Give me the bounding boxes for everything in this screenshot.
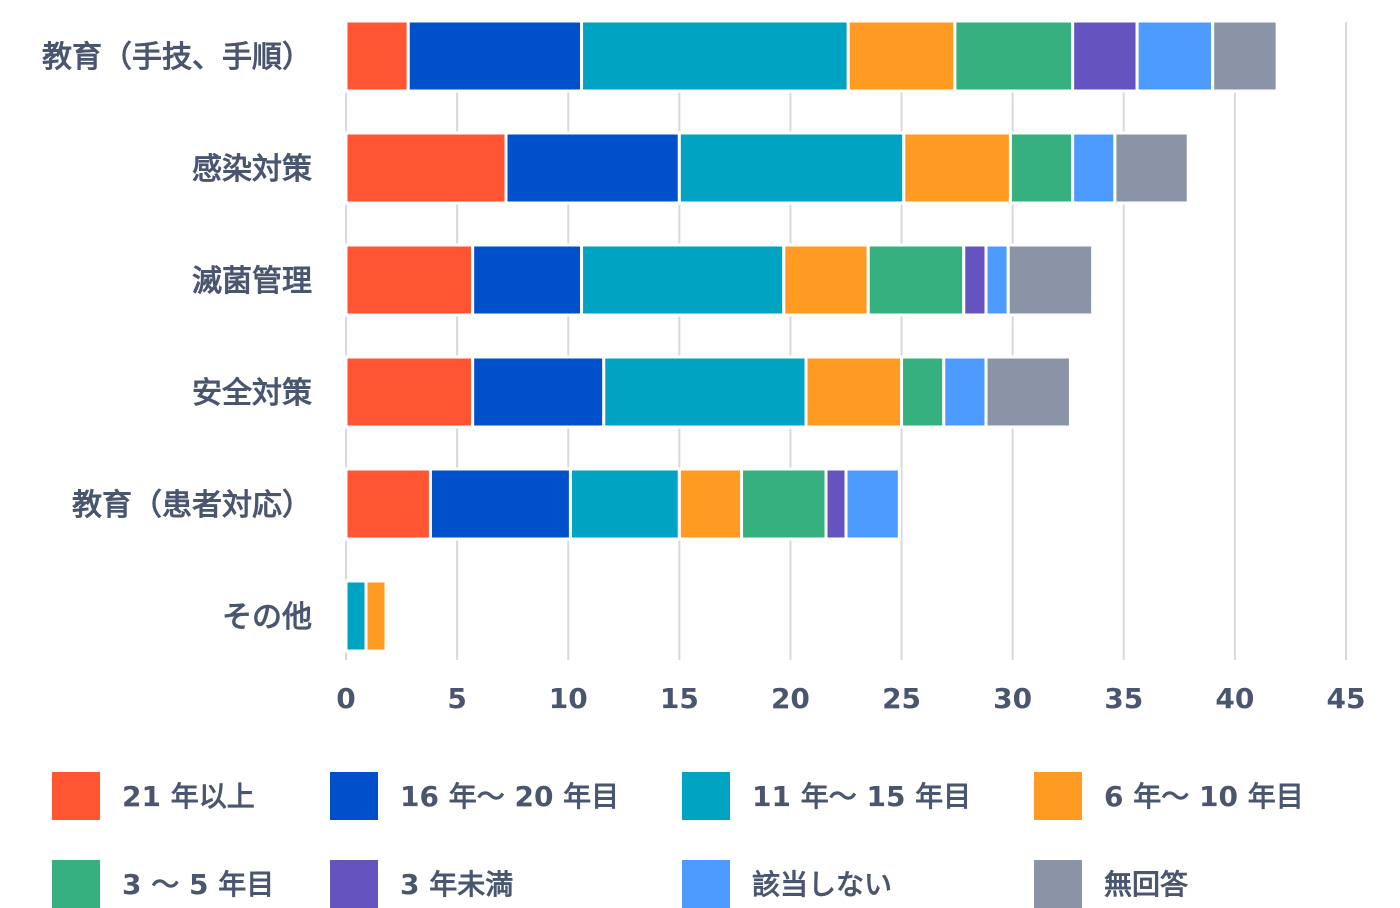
x-tick-label: 20 — [771, 682, 810, 715]
legend-label: 21 年以上 — [122, 780, 255, 813]
legend-label: 11 年～ 15 年目 — [752, 780, 971, 813]
bar-segment — [677, 467, 744, 541]
x-tick-label: 45 — [1327, 682, 1366, 715]
x-tick-label: 35 — [1104, 682, 1143, 715]
bar-segment — [846, 19, 957, 93]
bar-segment — [1113, 131, 1190, 205]
bar-segment — [902, 131, 1012, 205]
category-label: 感染対策 — [192, 152, 312, 187]
bar-segment — [344, 579, 368, 653]
legend-label: 無回答 — [1104, 868, 1189, 901]
bar-segment — [1135, 19, 1215, 93]
bar-segment — [953, 19, 1075, 93]
bar-segment — [344, 131, 508, 205]
bar-segment — [568, 467, 681, 541]
x-tick-label: 10 — [549, 682, 588, 715]
legend-label: 16 年～ 20 年目 — [400, 780, 619, 813]
bar-segment — [866, 243, 966, 317]
bar-segment — [344, 467, 432, 541]
bar-segment — [602, 355, 808, 429]
bar-segment — [740, 467, 828, 541]
legend-label: 3 ～ 5 年目 — [122, 868, 274, 901]
x-axis-ticks: 0 5 10 15 20 25 30 35 40 45 — [336, 682, 1365, 715]
bar-segment — [677, 131, 906, 205]
bar-segment — [1006, 243, 1095, 317]
bars — [344, 19, 1279, 653]
bar-segment — [344, 355, 475, 429]
category-label: 滅菌管理 — [192, 264, 312, 299]
x-tick-label: 5 — [447, 682, 466, 715]
bar-segment — [962, 243, 988, 317]
x-tick-label: 15 — [660, 682, 699, 715]
category-label: 安全対策 — [192, 376, 312, 411]
category-label: 教育（患者対応） — [72, 488, 312, 523]
legend-label: 3 年未満 — [400, 868, 513, 901]
bar-segment — [984, 243, 1010, 317]
legend-swatch — [330, 860, 378, 908]
legend-swatch — [682, 772, 730, 820]
legend: 21 年以上 16 年～ 20 年目 11 年～ 15 年目 6 年～ 10 年目 3 … — [52, 772, 1304, 908]
bar-segment — [1071, 131, 1117, 205]
legend-swatch — [1034, 772, 1082, 820]
bar-segment — [471, 355, 606, 429]
bar-segment — [364, 579, 388, 653]
bar-segment — [504, 131, 681, 205]
bar-segment — [580, 243, 786, 317]
bar-segment — [580, 19, 850, 93]
bar-segment — [844, 467, 901, 541]
bar-segment — [1071, 19, 1139, 93]
category-label: その他 — [222, 600, 312, 635]
x-tick-label: 0 — [336, 682, 355, 715]
x-tick-label: 30 — [993, 682, 1032, 715]
legend-swatch — [52, 860, 100, 908]
bar-segment — [471, 243, 584, 317]
x-tick-label: 40 — [1215, 682, 1254, 715]
legend-swatch — [1034, 860, 1082, 908]
x-tick-label: 25 — [882, 682, 921, 715]
bar-segment — [782, 243, 870, 317]
bar-segment — [1211, 19, 1279, 93]
bar-segment — [1008, 131, 1075, 205]
legend-swatch — [330, 772, 378, 820]
legend-label: 6 年～ 10 年目 — [1104, 780, 1304, 813]
grid-lines — [345, 22, 1347, 660]
legend-label: 該当しない — [752, 868, 892, 901]
bar-segment — [824, 467, 848, 541]
bar-segment — [900, 355, 946, 429]
bar-segment — [428, 467, 572, 541]
bar-segment — [942, 355, 988, 429]
bar-segment — [984, 355, 1072, 429]
bar-segment — [406, 19, 584, 93]
category-label: 教育（手技、手順） — [42, 40, 312, 75]
bar-segment — [344, 243, 475, 317]
bar-segment — [804, 355, 904, 429]
legend-swatch — [52, 772, 100, 820]
legend-swatch — [682, 860, 730, 908]
bar-segment — [344, 19, 410, 93]
